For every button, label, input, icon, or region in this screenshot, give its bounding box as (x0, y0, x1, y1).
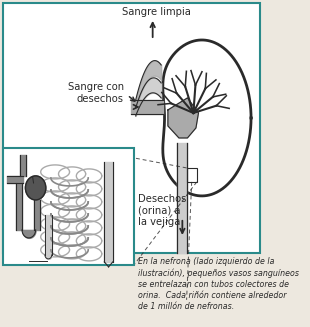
Text: Desechos
(orina) a
la vejiga: Desechos (orina) a la vejiga (138, 194, 187, 227)
Text: Sangre limpia: Sangre limpia (122, 7, 191, 17)
Text: Túbulo: Túbulo (7, 257, 39, 267)
Circle shape (25, 176, 46, 200)
Polygon shape (168, 98, 198, 138)
Text: Nefrona: Nefrona (42, 153, 97, 166)
Bar (2, 3, 260, 253)
Bar (2, 148, 134, 265)
Bar (187, 168, 197, 182)
Text: En la nefrona (lado izquierdo de la
ilustración), pequeños vasos sanguíneos
se e: En la nefrona (lado izquierdo de la ilus… (138, 257, 299, 311)
Text: Sangre con
desechos: Sangre con desechos (68, 82, 124, 104)
Text: Glomérulo: Glomérulo (7, 167, 59, 177)
Polygon shape (163, 40, 251, 196)
